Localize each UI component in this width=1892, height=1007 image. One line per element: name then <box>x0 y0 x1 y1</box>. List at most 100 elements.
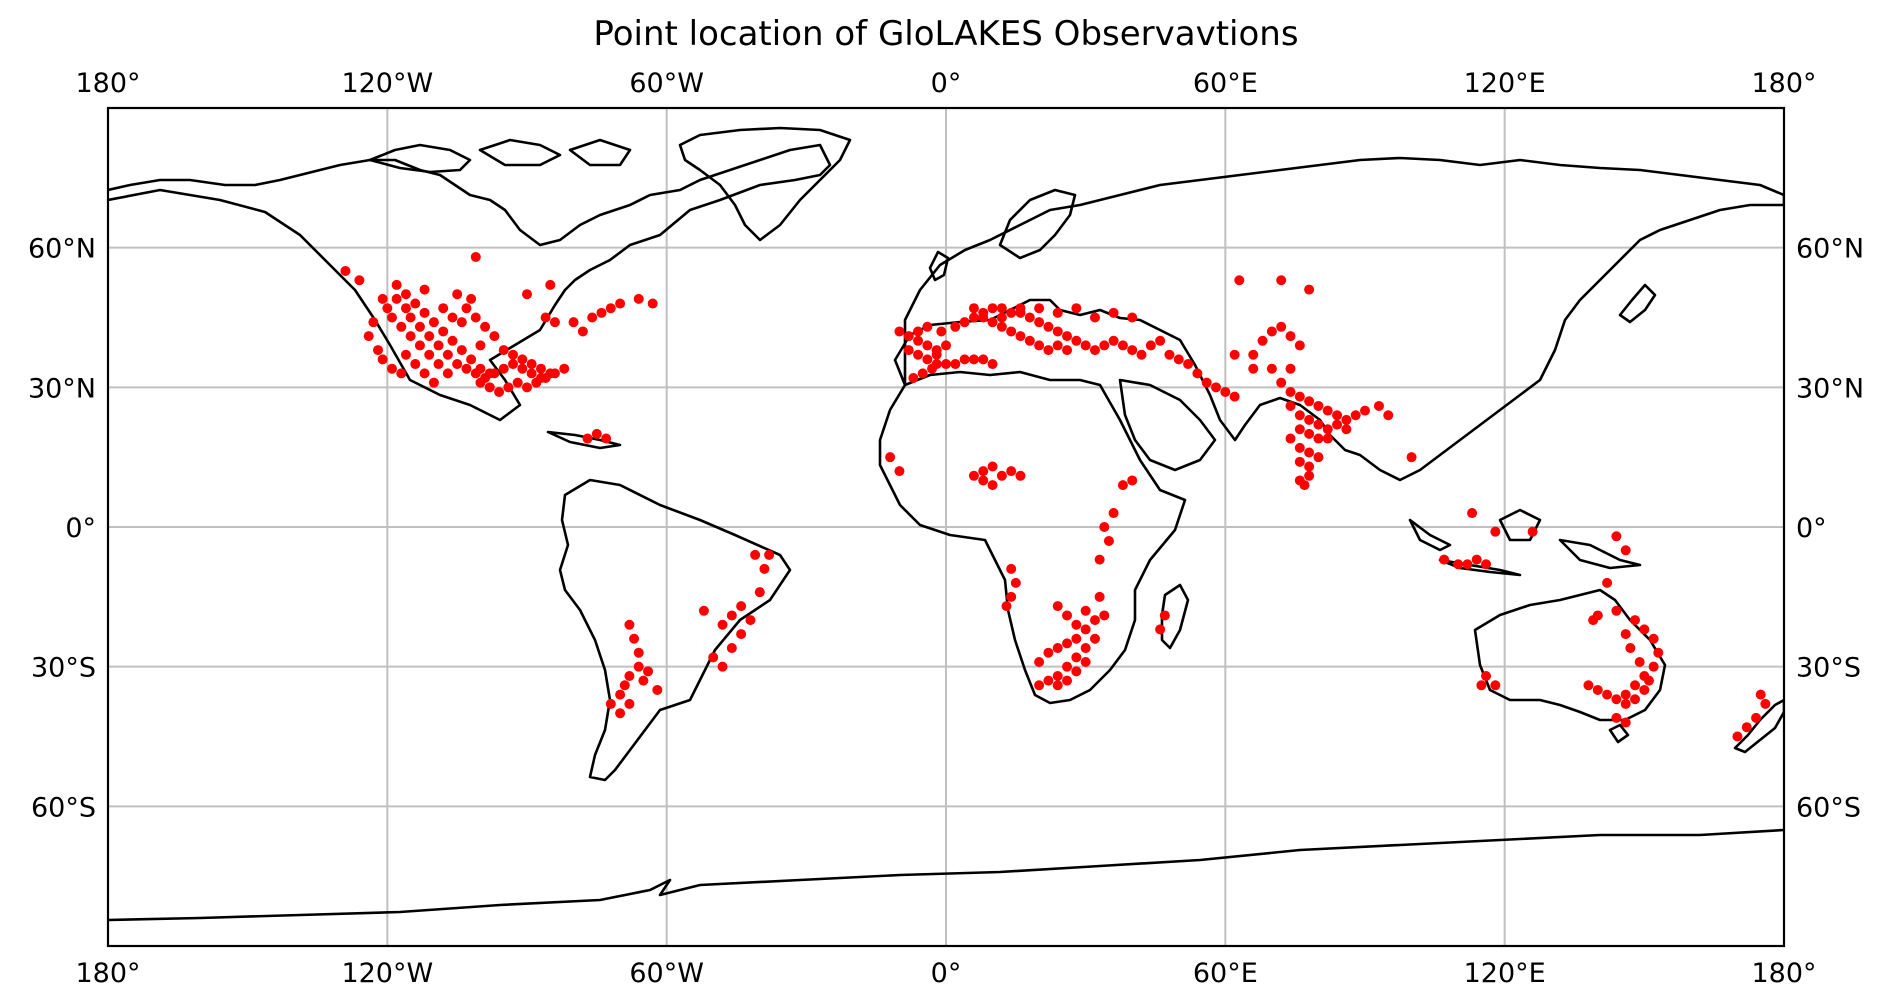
observation-point <box>1071 303 1082 314</box>
bottom-lon-tick-label: 180° <box>75 958 140 989</box>
observation-point <box>498 345 509 356</box>
observation-point <box>447 312 458 323</box>
observation-point <box>1094 591 1105 602</box>
observation-point <box>456 317 467 328</box>
observation-point <box>1094 554 1105 565</box>
right-lat-tick-label: 60°S <box>1796 792 1861 823</box>
observation-point <box>1741 722 1752 733</box>
observation-point <box>1192 368 1203 379</box>
observation-point <box>1313 452 1324 463</box>
bottom-lon-tick-label: 60°E <box>1193 958 1258 989</box>
observation-point <box>386 312 397 323</box>
observation-point <box>559 363 570 374</box>
observation-point <box>1611 531 1622 542</box>
observation-point <box>1406 452 1417 463</box>
observation-point <box>1755 689 1766 700</box>
observation-point <box>1350 410 1361 421</box>
observation-point <box>1620 689 1631 700</box>
coastline-arctic-islands <box>368 138 632 174</box>
observation-point <box>522 289 532 300</box>
observation-point <box>1304 461 1315 472</box>
top-lon-tick-label: 120°W <box>341 68 433 99</box>
observation-point <box>987 317 998 328</box>
observation-point <box>400 289 411 300</box>
observation-point <box>1341 414 1352 425</box>
observation-point <box>428 377 439 388</box>
observation-point <box>1034 317 1045 328</box>
observation-point <box>922 354 933 365</box>
observation-point <box>400 349 411 360</box>
observation-point <box>1313 400 1324 411</box>
observation-point <box>1229 349 1240 360</box>
observation-point <box>736 601 747 612</box>
observation-point <box>643 666 654 677</box>
observation-point <box>410 298 421 309</box>
observation-point <box>922 340 933 351</box>
coastline-greenland <box>678 126 852 242</box>
observation-point <box>745 615 756 626</box>
observation-point <box>1462 559 1473 570</box>
observation-point <box>717 619 728 630</box>
observation-point <box>1476 680 1487 691</box>
observation-point <box>619 680 630 691</box>
observation-point <box>708 652 719 663</box>
right-lat-tick-label: 60°N <box>1796 234 1864 265</box>
coastline-southeast-asia-islands <box>1408 508 1642 577</box>
observation-point <box>438 326 449 337</box>
observation-point <box>885 452 896 463</box>
observation-point <box>1313 419 1324 430</box>
observation-point <box>1751 712 1762 723</box>
observation-point <box>1304 470 1315 481</box>
observation-point <box>582 433 593 444</box>
observation-point <box>950 359 961 370</box>
observation-point <box>922 321 933 332</box>
observation-point <box>503 382 514 393</box>
observation-point <box>442 349 453 360</box>
observation-point <box>396 368 407 379</box>
observation-point <box>405 312 416 323</box>
observation-point <box>927 363 938 374</box>
observation-point <box>1099 522 1110 532</box>
observation-point <box>615 708 626 719</box>
observation-point <box>633 647 644 658</box>
observation-point <box>736 629 747 640</box>
coastlines <box>108 126 1784 922</box>
observation-point <box>591 428 602 439</box>
observation-point <box>1183 359 1194 370</box>
observation-point <box>652 684 663 695</box>
observation-point <box>1052 601 1063 612</box>
observation-point <box>466 293 477 304</box>
observation-point <box>959 317 970 328</box>
observation-point <box>717 661 728 672</box>
observation-point <box>968 354 979 365</box>
observation-point <box>1006 466 1017 477</box>
observation-point <box>1481 559 1492 570</box>
observation-point <box>549 368 560 379</box>
observation-point <box>1304 447 1315 458</box>
observation-point <box>1001 601 1012 612</box>
top-lon-tick-label: 60°E <box>1193 68 1258 99</box>
right-lat-tick-label: 0° <box>1796 513 1827 544</box>
observation-point <box>424 331 435 342</box>
observation-point <box>577 326 588 337</box>
observation-point <box>489 368 500 379</box>
observation-point <box>1043 675 1054 686</box>
observation-point <box>1015 331 1026 342</box>
observation-point <box>978 475 989 486</box>
observation-point <box>452 359 463 370</box>
observation-point <box>1294 340 1305 351</box>
observation-point <box>1467 508 1478 519</box>
observation-point <box>1439 554 1450 565</box>
observation-point <box>1360 405 1370 416</box>
observation-point <box>452 289 463 300</box>
observation-point <box>1257 335 1268 346</box>
observation-point <box>1006 307 1017 318</box>
observation-point <box>405 331 416 342</box>
observation-point <box>764 549 775 560</box>
observation-point <box>484 382 495 393</box>
observation-point <box>1276 275 1287 286</box>
observation-point <box>1103 535 1114 546</box>
left-lat-tick-label: 60°N <box>28 234 96 265</box>
observation-point <box>1034 680 1045 691</box>
